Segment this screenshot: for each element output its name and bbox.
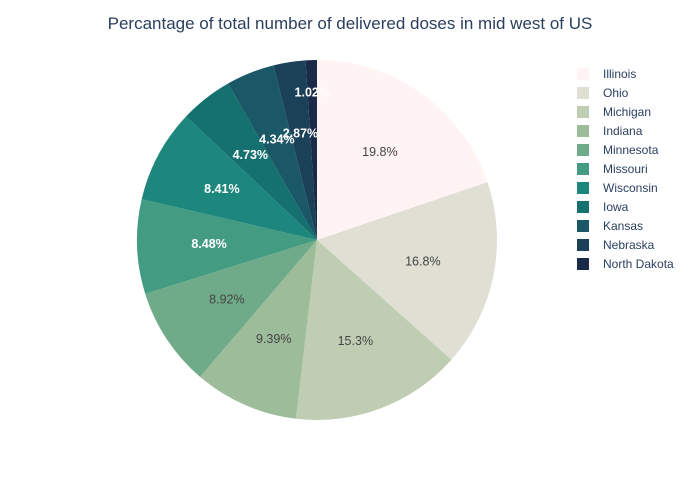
legend-label: Missouri: [603, 162, 648, 176]
legend-item-illinois[interactable]: Illinois: [577, 67, 636, 81]
slice-label-minnesota: 8.92%: [209, 293, 244, 307]
legend-swatch: [577, 258, 589, 270]
legend-item-nebraska[interactable]: Nebraska: [577, 238, 655, 252]
slice-wisconsin: [141, 116, 317, 240]
legend-label: Iowa: [603, 200, 629, 214]
slice-label-nebraska: 2.87%: [283, 126, 318, 140]
slice-label-ohio: 16.8%: [405, 254, 440, 268]
legend-item-iowa[interactable]: Iowa: [577, 200, 629, 214]
legend-swatch: [577, 182, 589, 194]
legend-swatch: [577, 68, 589, 80]
legend-label: Illinois: [603, 67, 636, 81]
legend-label: Kansas: [603, 219, 643, 233]
slice-label-michigan: 15.3%: [338, 334, 373, 348]
legend-label: Minnesota: [603, 143, 659, 157]
legend-label: North Dakota: [603, 257, 674, 271]
legend-label: Michigan: [603, 105, 651, 119]
legend-item-minnesota[interactable]: Minnesota: [577, 143, 659, 157]
slice-label-illinois: 19.8%: [362, 145, 397, 159]
slice-label-indiana: 9.39%: [256, 332, 291, 346]
pie-slices: [137, 60, 497, 420]
slice-north-dakota: [305, 60, 317, 240]
slice-label-iowa: 4.73%: [233, 148, 268, 162]
legend-swatch: [577, 163, 589, 175]
legend-swatch: [577, 239, 589, 251]
slice-label-north-dakota: 1.02%: [295, 85, 330, 99]
slice-michigan: [295, 240, 452, 420]
slice-label-wisconsin: 8.41%: [204, 182, 239, 196]
legend-swatch: [577, 106, 589, 118]
slice-labels: 19.8% 16.8% 15.3% 9.39% 8.92% 8.48% 8.41% 4.73%…: [191, 85, 440, 347]
slice-illinois: [317, 60, 488, 240]
legend-swatch: [577, 87, 589, 99]
legend-item-missouri[interactable]: Missouri: [577, 162, 648, 176]
legend-item-indiana[interactable]: Indiana: [577, 124, 643, 138]
slice-label-missouri: 8.48%: [191, 237, 226, 251]
legend-label: Indiana: [603, 124, 643, 138]
legend-swatch: [577, 201, 589, 213]
legend-swatch: [577, 125, 589, 137]
legend-label: Wisconsin: [603, 181, 658, 195]
slice-minnesota: [145, 240, 317, 377]
legend-swatch: [577, 220, 589, 232]
slice-kansas: [228, 65, 317, 240]
slice-ohio: [317, 182, 497, 360]
legend-item-north-dakota[interactable]: North Dakota: [577, 257, 674, 271]
legend-item-kansas[interactable]: Kansas: [577, 219, 643, 233]
legend-item-ohio[interactable]: Ohio: [577, 86, 629, 100]
legend-item-wisconsin[interactable]: Wisconsin: [577, 181, 658, 195]
slice-iowa: [186, 83, 317, 240]
legend-label: Nebraska: [603, 238, 655, 252]
chart-title: Percantage of total number of delivered …: [108, 14, 593, 33]
legend: Illinois Ohio Michigan Indiana Minnesota Miss…: [577, 67, 674, 271]
slice-label-kansas: 4.34%: [259, 133, 294, 147]
legend-item-michigan[interactable]: Michigan: [577, 105, 651, 119]
legend-label: Ohio: [603, 86, 629, 100]
slice-indiana: [200, 240, 317, 419]
legend-swatch: [577, 144, 589, 156]
slice-missouri: [137, 199, 317, 294]
slice-nebraska: [273, 60, 317, 240]
